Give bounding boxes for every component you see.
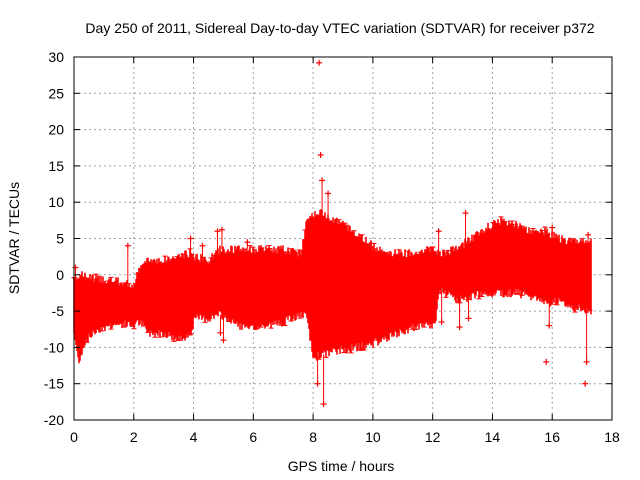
y-axis-label: SDTVAR / TECUs xyxy=(6,182,22,294)
x-tick-label: 8 xyxy=(309,429,317,445)
outlier-plus-marker xyxy=(543,358,550,365)
y-tick-label: 15 xyxy=(48,158,64,174)
outlier-points xyxy=(72,59,592,408)
y-tick-label: 20 xyxy=(48,122,64,138)
x-tick-label: 10 xyxy=(365,429,381,445)
chart-title: Day 250 of 2011, Sidereal Day-to-day VTE… xyxy=(85,20,594,36)
x-tick-label: 14 xyxy=(485,429,501,445)
y-tick-label: 0 xyxy=(56,267,64,283)
y-tick-label: -10 xyxy=(44,339,64,355)
x-axis-label: GPS time / hours xyxy=(288,458,395,474)
y-tick-label: 30 xyxy=(48,49,64,65)
x-tick-label: 2 xyxy=(130,429,138,445)
y-tick-label: -20 xyxy=(44,412,64,428)
y-tick-label: 25 xyxy=(48,85,64,101)
y-axis: -20 -15 -10 -5 0 5 10 15 20 25 30 xyxy=(44,49,612,428)
x-tick-label: 12 xyxy=(425,429,441,445)
outlier-plus-marker xyxy=(582,380,589,387)
y-tick-label: 10 xyxy=(48,194,64,210)
outlier-plus-marker xyxy=(316,59,323,66)
y-tick-label: 5 xyxy=(56,231,64,247)
y-tick-label: -5 xyxy=(52,303,65,319)
x-tick-label: 16 xyxy=(544,429,560,445)
data-points xyxy=(71,209,593,364)
outlier-plus-marker xyxy=(317,152,324,159)
x-tick-label: 18 xyxy=(604,429,620,445)
x-tick-label: 6 xyxy=(249,429,257,445)
y-tick-label: -15 xyxy=(44,376,64,392)
x-tick-label: 4 xyxy=(190,429,198,445)
x-tick-label: 0 xyxy=(70,429,78,445)
x-axis: 0 2 4 6 8 10 12 14 16 18 xyxy=(70,57,620,445)
